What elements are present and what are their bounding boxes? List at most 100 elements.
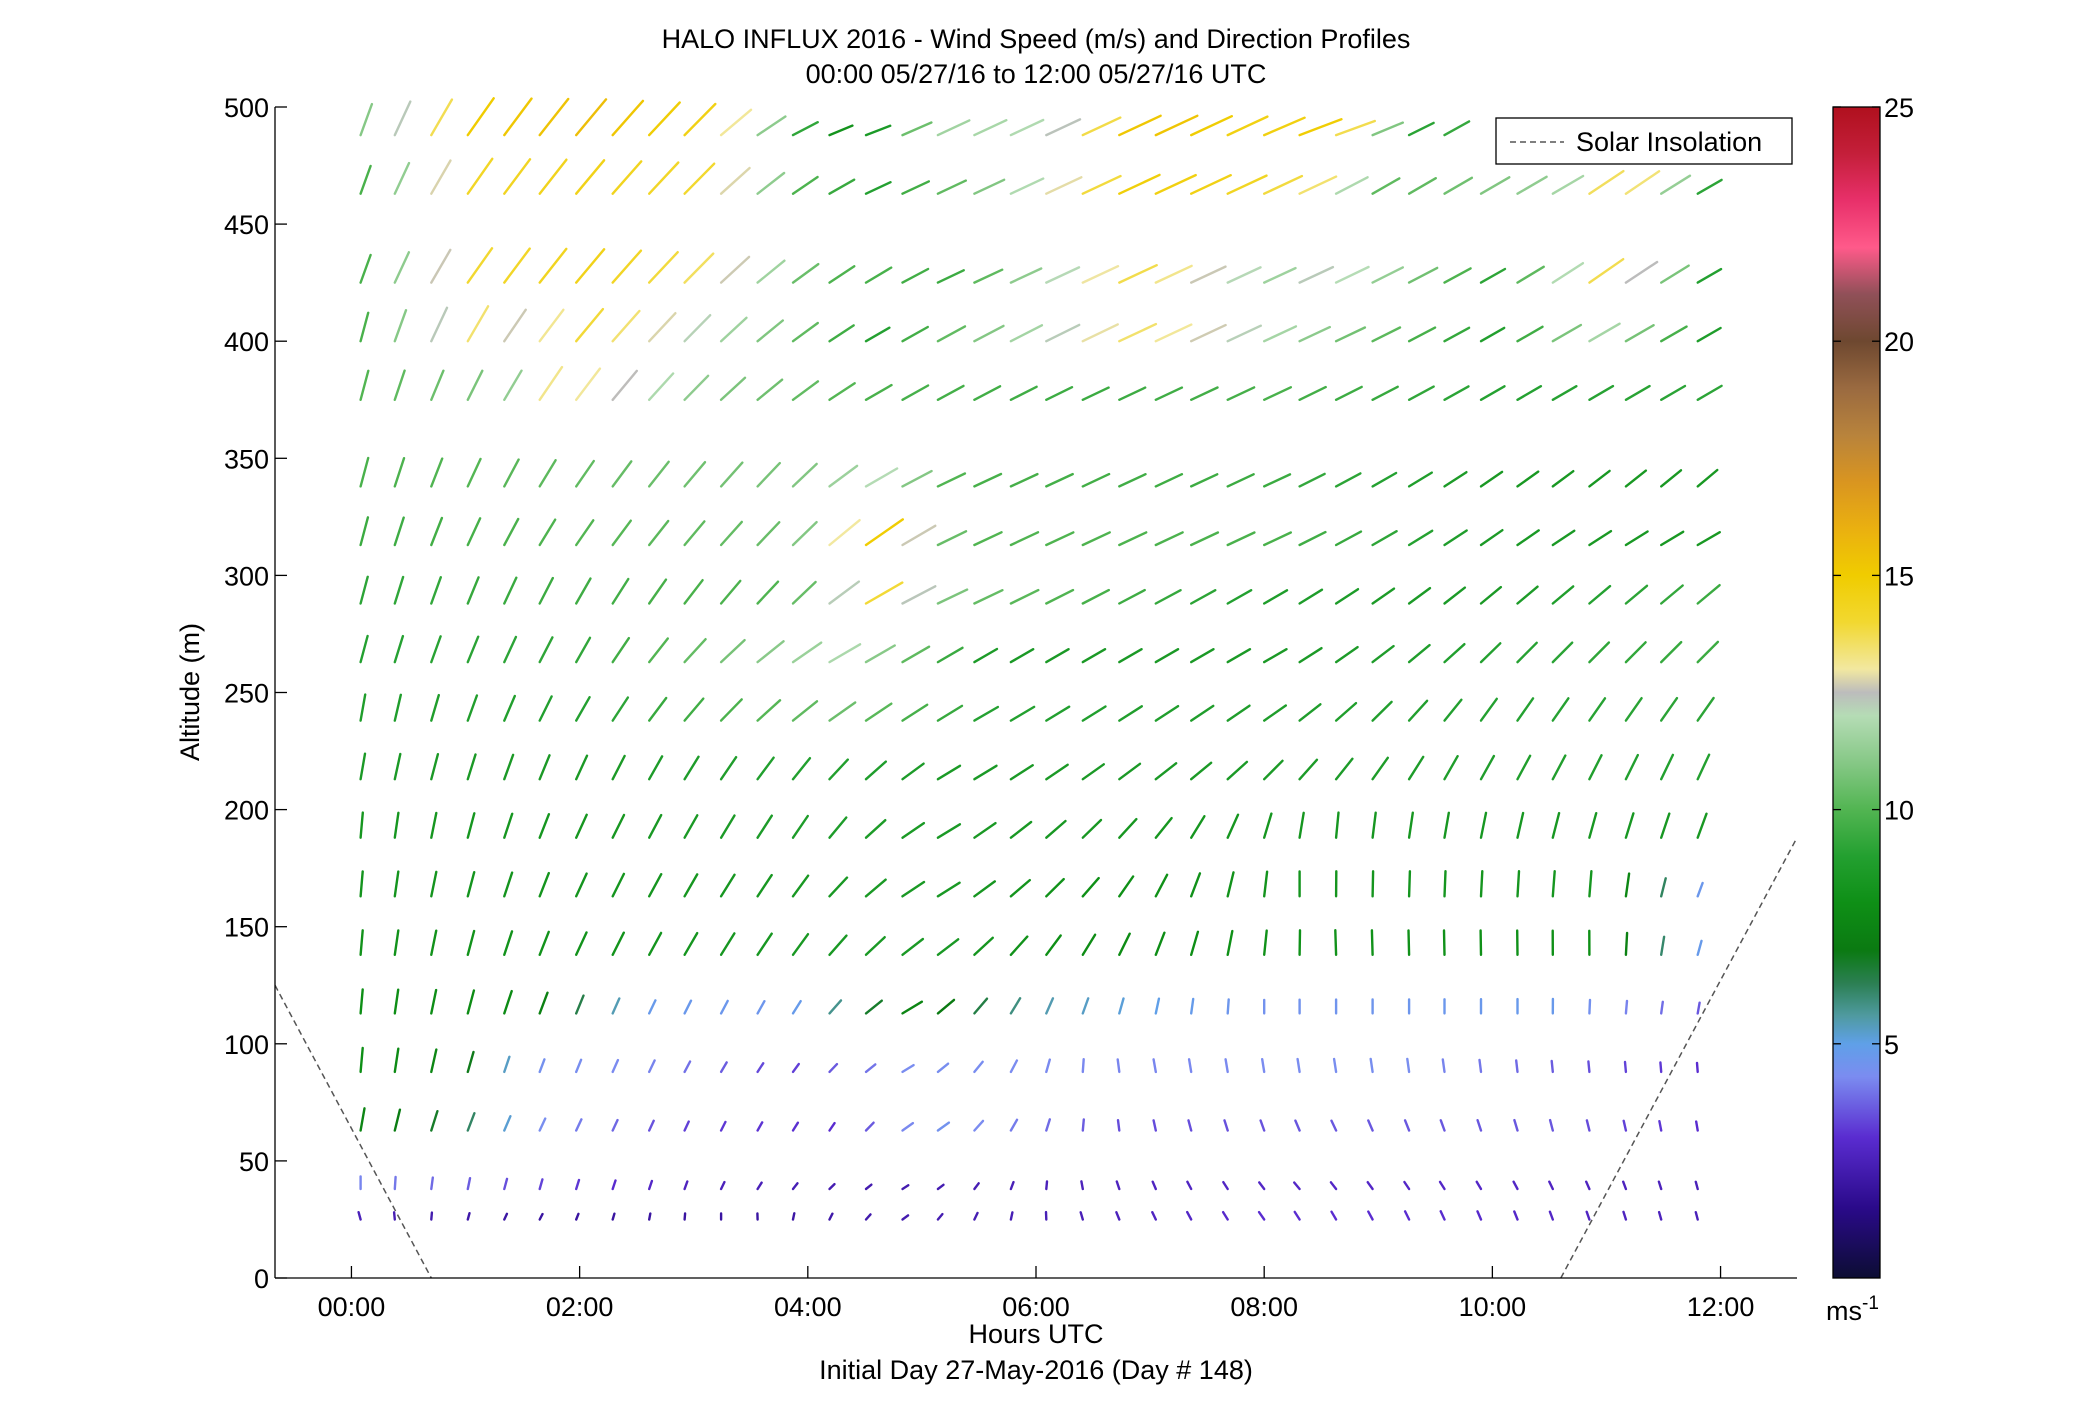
wind-barb: [1262, 325, 1298, 343]
wind-barb: [1479, 585, 1503, 605]
wind-barb: [1154, 873, 1169, 898]
wind-barb: [1371, 326, 1402, 343]
wind-barb: [1189, 648, 1215, 664]
wind-barb: [1296, 1057, 1301, 1074]
wind-barb: [1696, 753, 1711, 781]
wind-barb: [791, 999, 802, 1015]
wind-barb: [575, 519, 595, 547]
wind-barb: [393, 516, 405, 547]
wind-barb: [936, 588, 969, 605]
wind-barb: [1371, 266, 1405, 284]
wind-barb: [901, 937, 925, 956]
wind-barb: [1189, 114, 1234, 137]
wind-barb: [1081, 648, 1107, 664]
wind-barb: [430, 516, 444, 547]
wind-barb: [393, 100, 412, 137]
wind-barb: [1479, 754, 1496, 781]
y-axis-label: Altitude (m): [175, 623, 205, 761]
y-tick-label: 150: [224, 913, 269, 943]
wind-barb: [1154, 386, 1184, 401]
wind-barb: [1624, 384, 1651, 401]
wind-barb: [1516, 175, 1548, 195]
wind-barb: [683, 162, 716, 195]
wind-barb: [1407, 699, 1429, 722]
x-tick-label: 04:00: [774, 1292, 842, 1322]
wind-barb: [1588, 812, 1598, 839]
wind-barb: [1189, 323, 1227, 343]
wind-barb: [828, 701, 857, 722]
wind-barb: [611, 249, 643, 284]
wind-barb: [538, 754, 551, 781]
wind-barb: [1154, 264, 1193, 284]
wind-barb: [503, 1055, 511, 1074]
wind-barb: [1334, 385, 1363, 401]
wind-barb: [393, 309, 408, 343]
wind-barb: [1189, 704, 1215, 722]
wind-barb: [864, 819, 887, 839]
wind-barb: [936, 823, 962, 839]
wind-barb: [1548, 1210, 1555, 1221]
wind-barb: [1588, 169, 1625, 195]
wind-barb: [1189, 815, 1206, 839]
wind-barb: [1513, 1118, 1519, 1132]
wind-barb: [864, 180, 892, 195]
wind-barb: [1009, 997, 1022, 1015]
legend-box: [1495, 117, 1793, 165]
wind-barb: [538, 576, 554, 605]
wind-barb: [1443, 586, 1467, 605]
wind-barb: [538, 247, 568, 284]
wind-barb: [575, 367, 602, 401]
wind-barb: [1588, 529, 1613, 547]
wind-barb: [683, 314, 712, 343]
wind-barb: [1696, 178, 1723, 195]
y-tick-label: 500: [224, 93, 269, 123]
wind-barb: [1226, 998, 1230, 1015]
wind-barb: [1657, 1210, 1663, 1221]
wind-barb: [719, 698, 743, 722]
wind-barb: [936, 1062, 950, 1074]
wind-barb: [393, 634, 405, 664]
wind-barb: [973, 268, 1004, 284]
wind-barb: [828, 519, 861, 547]
wind-barb: [359, 1107, 366, 1132]
wind-barb: [1118, 705, 1144, 722]
wind-barb: [1407, 586, 1432, 605]
wind-barb: [973, 705, 1000, 722]
wind-barb: [357, 1210, 362, 1221]
wind-barb: [1659, 877, 1667, 898]
wind-barb: [359, 253, 372, 284]
wind-barb: [1371, 756, 1390, 781]
wind-barb: [1479, 470, 1504, 488]
wind-barb: [1516, 641, 1538, 664]
wind-barb: [719, 316, 748, 343]
wind-barb: [1513, 1210, 1519, 1221]
wind-barb: [1443, 385, 1470, 401]
wind-barb: [1624, 170, 1661, 195]
wind-barb: [359, 870, 364, 898]
wind-barb: [538, 636, 554, 664]
wind-barb: [936, 646, 964, 664]
wind-barb: [503, 753, 515, 781]
wind-barb: [719, 579, 742, 605]
wind-barb: [648, 460, 670, 488]
wind-barb: [359, 693, 367, 722]
wind-barb: [1624, 260, 1659, 284]
wind-barb: [1624, 324, 1655, 343]
wind-barb: [756, 115, 787, 137]
wind-barb: [1514, 1059, 1519, 1074]
wind-barb: [359, 369, 370, 401]
wind-barb: [1262, 929, 1268, 956]
wind-barb: [503, 247, 531, 284]
wind-barb: [1621, 1180, 1628, 1191]
wind-barb: [1298, 588, 1324, 605]
wind-barb: [973, 472, 1003, 488]
wind-barb: [1624, 469, 1648, 488]
wind-barb: [1659, 325, 1688, 343]
wind-barb: [1548, 1118, 1555, 1132]
wind-barb: [973, 589, 1004, 605]
wind-barb: [393, 1108, 402, 1132]
wind-barb: [1479, 267, 1507, 284]
wind-barb: [1081, 116, 1122, 137]
wind-barb: [1226, 813, 1240, 839]
wind-barb: [1009, 878, 1032, 898]
